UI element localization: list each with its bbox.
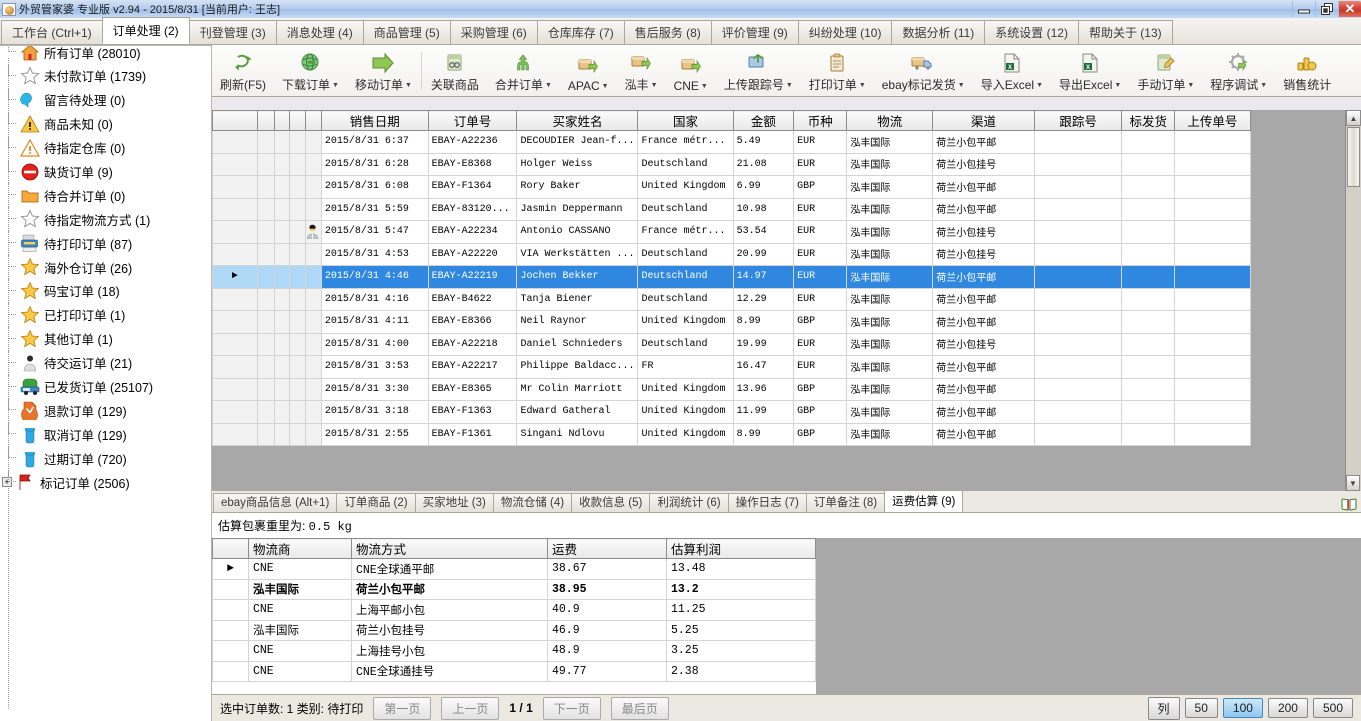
svg-text:X: X: [1008, 65, 1012, 71]
svg-text:X: X: [1086, 65, 1090, 71]
